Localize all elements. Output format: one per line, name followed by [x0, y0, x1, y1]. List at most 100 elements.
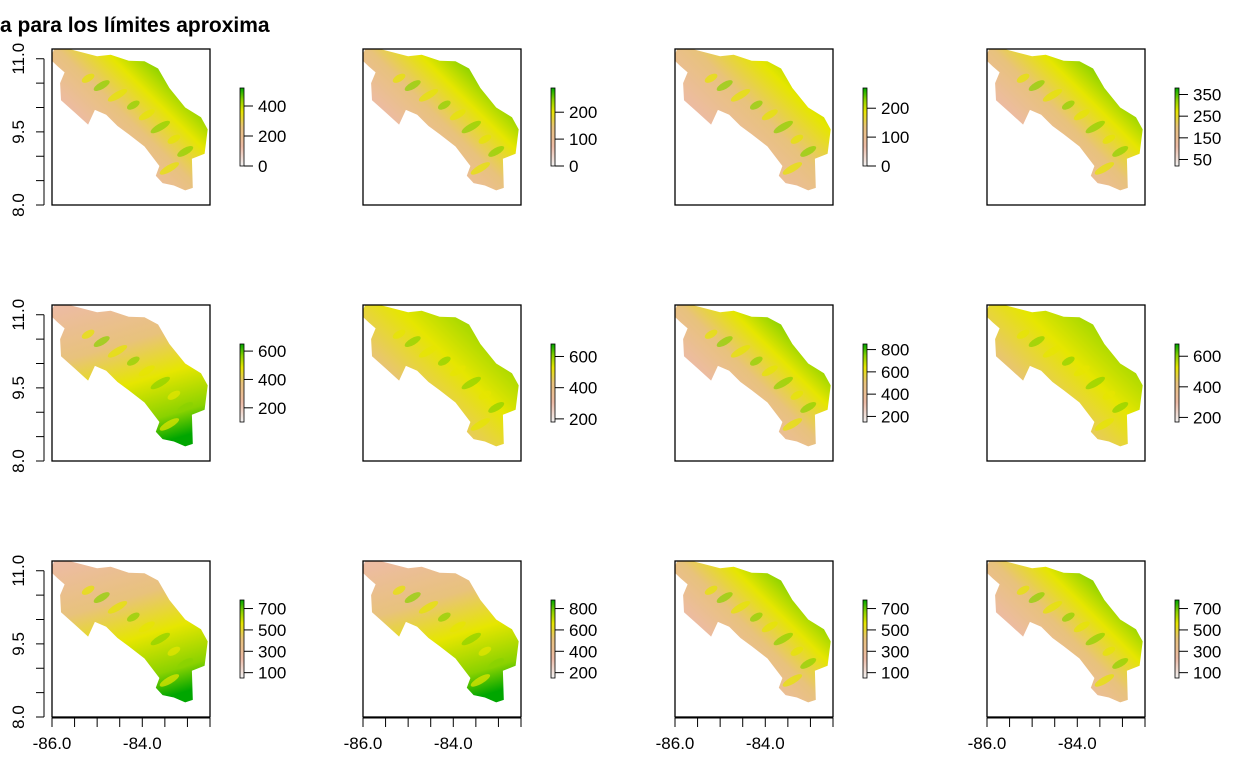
legend-tick-label: 200 [569, 410, 597, 429]
legend-colorbar: 0 100 200 [550, 87, 597, 176]
legend-tick-label: 500 [258, 621, 286, 640]
panel-frame [51, 304, 211, 462]
legend-tick-label: 200 [258, 399, 286, 418]
y-tick-label: 9.5 [9, 376, 28, 400]
ridge-texture [392, 585, 505, 687]
legend-tick-label: 400 [258, 370, 286, 389]
legend-colorbar: 200 400 600 800 [550, 600, 597, 683]
panel-frame [986, 560, 1146, 718]
legend-tick-label: 100 [881, 128, 909, 147]
ridge-texture [1016, 73, 1129, 175]
legend-tick-label: 200 [569, 664, 597, 683]
legend-tick-label: 200 [881, 407, 909, 426]
legend-tick-label: 400 [569, 642, 597, 661]
legend-tick-label: 300 [258, 642, 286, 661]
legend-colorbar: 100 300 500 700 [239, 600, 286, 683]
legend-tick-label: 200 [258, 127, 286, 146]
y-tick-label: 11.0 [9, 555, 28, 587]
map-panel: 200 400 600 [362, 304, 597, 462]
legend-tick-label: 700 [1193, 600, 1221, 619]
y-axis: 8.0 9.5 11.0 [9, 555, 45, 729]
y-tick-label: 9.5 [9, 120, 28, 144]
panel-frame [986, 48, 1146, 206]
ridge-texture [1016, 585, 1129, 687]
y-tick-label: 8.0 [9, 449, 28, 473]
map-panel: 8.0 9.5 11.0 0 200 400 [9, 43, 286, 217]
raster-surface [52, 561, 208, 703]
legend-colorbar: 100 300 500 700 [1174, 600, 1221, 683]
legend-tick-label: 300 [1193, 642, 1221, 661]
legend-colorbar: 200 400 600 [550, 343, 597, 429]
legend-colorbar: 0 200 400 [239, 87, 286, 176]
raster-surface [675, 561, 831, 703]
legend-tick-label: 0 [569, 157, 578, 176]
legend-tick-label: 400 [881, 385, 909, 404]
legend-tick-label: 200 [881, 99, 909, 118]
ridge-texture [392, 329, 505, 431]
map-panel: -86.0 -84.0 100 300 500 700 [968, 560, 1221, 753]
legend-tick-label: 700 [258, 600, 286, 619]
ridge-texture [704, 585, 817, 687]
x-axis: -86.0 -84.0 [656, 717, 834, 753]
panel-frame [51, 560, 211, 718]
x-axis: -86.0 -84.0 [968, 717, 1146, 753]
legend-tick-label: 500 [1193, 621, 1221, 640]
legend-tick-label: 250 [1193, 107, 1221, 126]
panel-frame [362, 48, 522, 206]
y-tick-label: 8.0 [9, 705, 28, 729]
raster-surface [675, 305, 831, 447]
y-axis: 8.0 9.5 11.0 [9, 299, 45, 473]
legend-tick-label: 200 [569, 103, 597, 122]
legend-tick-label: 600 [258, 342, 286, 361]
ridge-texture [1016, 329, 1129, 431]
raster-surface [52, 49, 208, 191]
legend-colorbar: 200 400 600 [239, 342, 286, 423]
ridge-texture [81, 585, 194, 687]
raster-surface [987, 49, 1143, 191]
legend-tick-label: 100 [258, 664, 286, 683]
x-tick-label: -84.0 [123, 734, 162, 753]
legend-tick-label: 100 [1193, 664, 1221, 683]
y-tick-label: 8.0 [9, 193, 28, 217]
legend-tick-label: 0 [258, 157, 267, 176]
legend-colorbar: 200 400 600 800 [862, 341, 909, 426]
raster-surface [363, 561, 519, 703]
legend-colorbar: 50 150 250 350 [1174, 86, 1221, 170]
ridge-texture [704, 73, 817, 175]
legend-tick-label: 150 [1193, 129, 1221, 148]
raster-surface [987, 305, 1143, 447]
ridge-texture [81, 329, 194, 431]
x-tick-label: -86.0 [656, 734, 695, 753]
x-tick-label: -86.0 [344, 734, 383, 753]
legend-tick-label: 600 [1193, 347, 1221, 366]
y-tick-label: 11.0 [9, 299, 28, 331]
map-panel: -86.0 -84.0 100 300 500 700 [656, 560, 909, 753]
legend-tick-label: 600 [569, 621, 597, 640]
legend-tick-label: 600 [881, 363, 909, 382]
x-axis: -86.0 -84.0 [33, 717, 211, 753]
legend-tick-label: 50 [1193, 151, 1212, 170]
y-tick-label: 9.5 [9, 632, 28, 656]
panel-frame [362, 560, 522, 718]
map-panel: 8.0 9.5 11.0 -86.0 -84.0 100 300 500 700 [9, 555, 286, 753]
legend-colorbar: 200 400 600 [1174, 343, 1221, 427]
map-panel: 0 100 200 [362, 48, 597, 206]
y-tick-label: 11.0 [9, 43, 28, 75]
x-tick-label: -84.0 [1058, 734, 1097, 753]
x-tick-label: -86.0 [33, 734, 72, 753]
raster-surface [675, 49, 831, 191]
raster-surface [987, 561, 1143, 703]
map-panel: 200 400 600 800 [674, 304, 909, 462]
x-tick-label: -86.0 [968, 734, 1007, 753]
legend-tick-label: 200 [1193, 408, 1221, 427]
raster-surface [363, 305, 519, 447]
legend-tick-label: 100 [881, 664, 909, 683]
legend-tick-label: 600 [569, 347, 597, 366]
legend-tick-label: 0 [881, 157, 890, 176]
legend-tick-label: 800 [569, 600, 597, 619]
legend-tick-label: 500 [881, 621, 909, 640]
y-axis: 8.0 9.5 11.0 [9, 43, 45, 217]
x-axis: -86.0 -84.0 [344, 717, 522, 753]
x-tick-label: -84.0 [434, 734, 473, 753]
